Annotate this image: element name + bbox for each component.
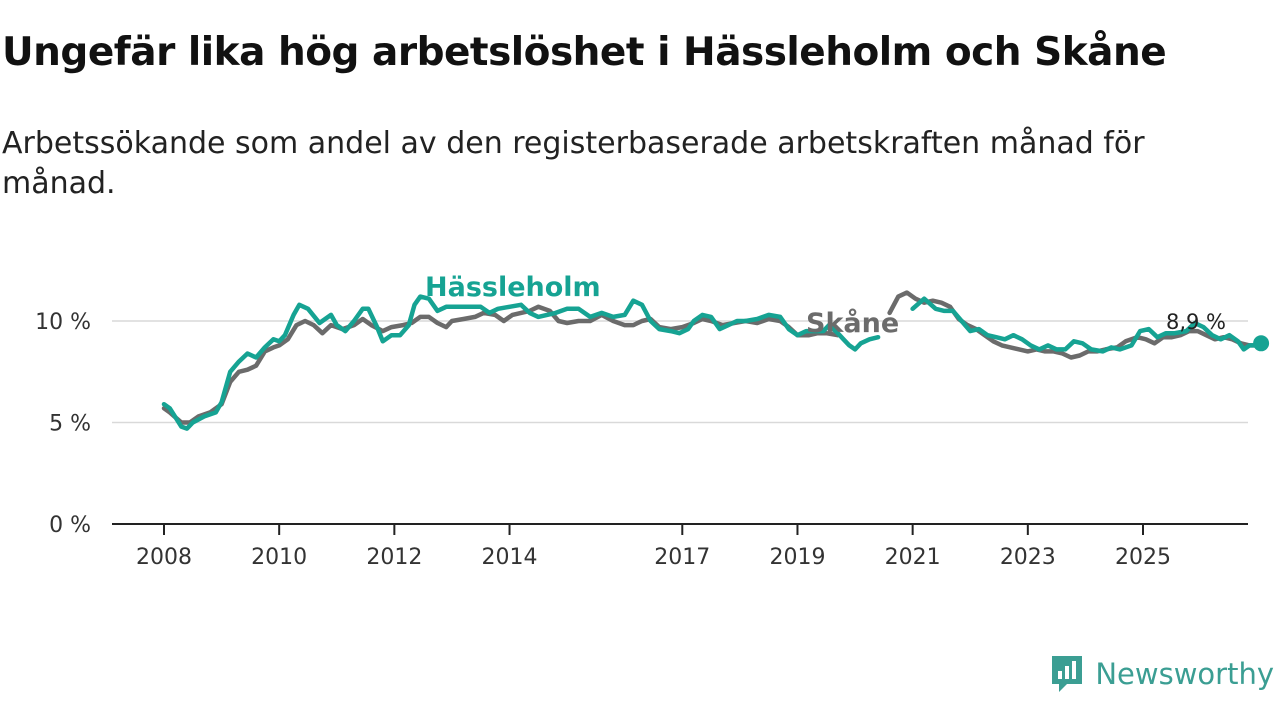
x-tick-label: 2014: [482, 545, 538, 570]
end-value-marker: [1253, 335, 1270, 352]
x-tick-label: 2019: [769, 545, 825, 570]
series-label-hassleholm: Hässleholm: [425, 272, 601, 303]
x-tick-label: 2017: [654, 545, 710, 570]
chart-title: Ungefär lika hög arbetslöshet i Hässleho…: [2, 30, 1167, 75]
y-tick-label: 5 %: [49, 412, 91, 437]
x-tick-label: 2021: [885, 545, 941, 570]
series-line-hassleholm: [161, 294, 1264, 431]
x-tick-label: 2012: [366, 545, 422, 570]
y-tick-label: 0 %: [49, 513, 91, 538]
newsworthy-logo-icon: [1052, 656, 1083, 692]
x-tick-label: 2025: [1115, 545, 1171, 570]
series-line-skane: [161, 290, 1264, 425]
y-axis-ticks: 0 % 5 % 10 %: [35, 310, 91, 538]
series-label-skane: Skåne: [806, 307, 899, 339]
y-tick-label: 10 %: [35, 310, 91, 335]
end-value-label: 8,9 %: [1166, 310, 1226, 334]
chart-subtitle: Arbetssökande som andel av den registerb…: [2, 126, 1145, 201]
x-tick-label: 2008: [136, 545, 192, 570]
x-tick-label: 2010: [251, 545, 307, 570]
brand-name: Newsworthy: [1095, 657, 1274, 691]
x-axis-ticks: 2008 2010 2012 2014 2017 2019 2021 2023 2025: [136, 524, 1171, 570]
series-lines: [161, 290, 1264, 431]
gridlines: [112, 320, 1248, 525]
x-tick-label: 2023: [1000, 545, 1056, 570]
newsworthy-brand: Newsworthy: [1049, 654, 1274, 694]
